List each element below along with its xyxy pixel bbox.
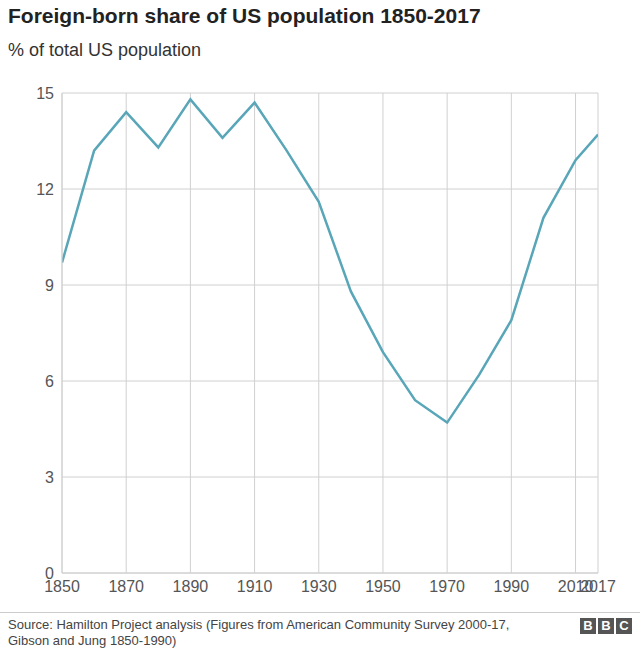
svg-text:15: 15	[36, 85, 54, 102]
svg-text:1950: 1950	[365, 578, 401, 595]
svg-text:1930: 1930	[301, 578, 337, 595]
html-text:C: C	[619, 618, 629, 633]
html-text:% of total US population: % of total US population	[8, 40, 202, 60]
svg-text:1970: 1970	[429, 578, 465, 595]
svg-text:1990: 1990	[494, 578, 530, 595]
svg-text:9: 9	[45, 277, 54, 294]
html-text:B: B	[583, 618, 593, 633]
svg-text:2010: 2010	[557, 578, 594, 596]
svg-text:6: 6	[45, 373, 54, 390]
svg-text:1890: 1890	[173, 578, 209, 595]
svg-text:2017: 2017	[580, 578, 616, 595]
svg-text:0: 0	[45, 565, 54, 582]
svg-text:3: 3	[45, 469, 54, 486]
svg-text:1850: 1850	[44, 578, 80, 596]
html-text:Source: Hamilton Project analy: Source: Hamilton Project analysis (Figur…	[8, 617, 510, 648]
svg-text:12: 12	[36, 181, 54, 198]
svg-text:1910: 1910	[237, 578, 273, 595]
html-text:B: B	[601, 618, 611, 633]
html-text:Foreign-born share of US popul: Foreign-born share of US population 1850…	[8, 4, 481, 27]
svg-text:1870: 1870	[108, 578, 144, 595]
